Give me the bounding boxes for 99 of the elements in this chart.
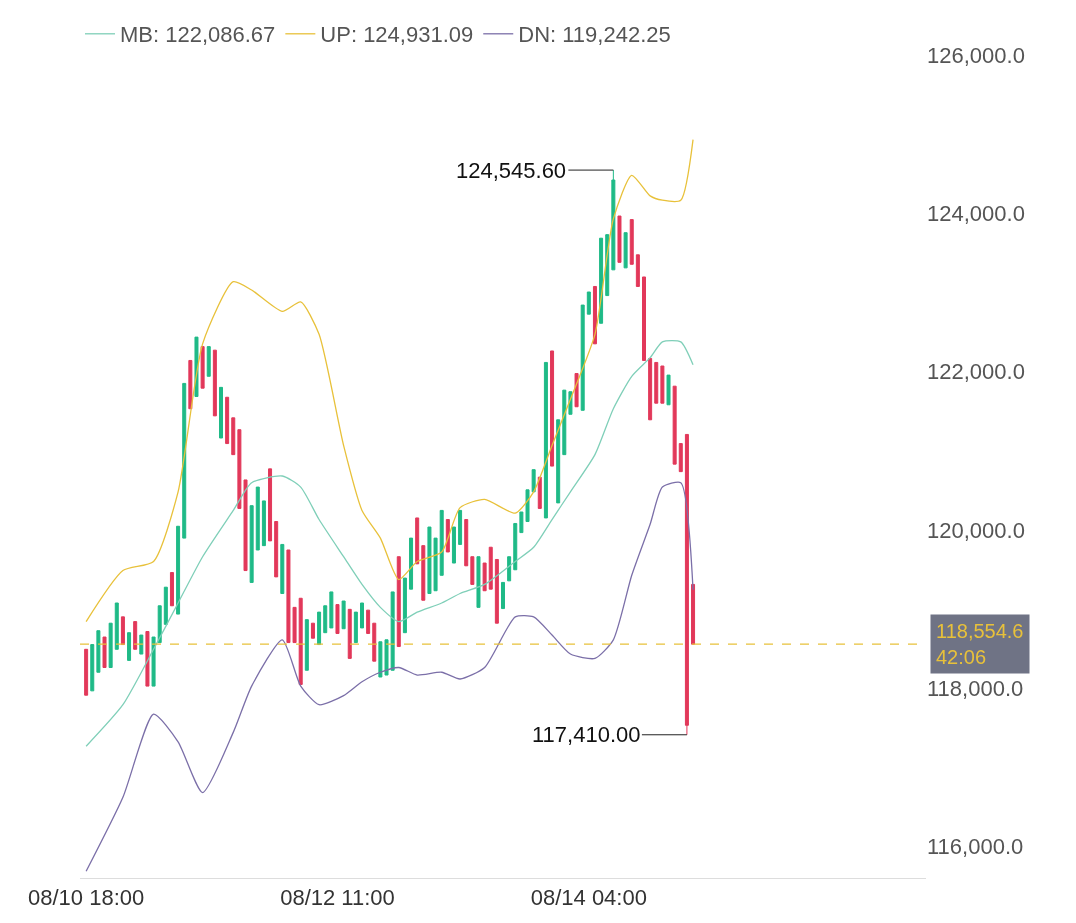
candlestick — [268, 468, 273, 542]
y-tick-label: 122,000.0 — [927, 359, 1025, 385]
candlestick — [623, 232, 628, 269]
y-tick-label: 124,000.0 — [927, 200, 1025, 226]
candlestick — [415, 517, 420, 565]
candlestick — [163, 586, 168, 625]
candlestick — [219, 386, 223, 439]
candlestick — [402, 577, 407, 634]
x-tick-label: 08/12 11:00 — [280, 885, 395, 911]
candlestick — [556, 419, 561, 504]
candlestick — [249, 505, 254, 583]
candlestick — [176, 525, 181, 615]
candlestick — [629, 219, 634, 265]
candlestick — [188, 359, 193, 410]
legend-label: DN: 119,242.25 — [518, 22, 671, 48]
y-tick-label: 118,000.0 — [927, 675, 1024, 701]
candlestick — [304, 619, 309, 671]
candlestick — [672, 385, 677, 465]
candlestick — [390, 591, 395, 671]
candlestick — [635, 254, 640, 287]
y-tick-label: 126,000.0 — [927, 42, 1025, 68]
candlestick — [439, 509, 444, 576]
candlestick — [255, 486, 260, 551]
candlestick — [562, 389, 567, 456]
candlestick — [200, 346, 205, 389]
candlestick — [133, 621, 138, 650]
annotation: 117,410.00 — [532, 722, 641, 747]
candlestick — [372, 622, 377, 662]
candlestick — [353, 611, 358, 644]
legend-label: MB: 122,086.67 — [120, 22, 276, 48]
candlestick — [120, 616, 125, 646]
candlestick — [580, 304, 585, 411]
candlestick — [231, 417, 236, 456]
candlestick — [182, 382, 187, 539]
candlestick — [108, 622, 113, 668]
candlestick — [274, 521, 279, 578]
x-tick-label: 08/14 04:00 — [530, 885, 647, 911]
candlestick — [642, 276, 646, 361]
candlestick — [513, 522, 518, 571]
candlestick — [317, 611, 322, 646]
legend-label: UP: 124,931.09 — [320, 22, 474, 48]
candlestick — [366, 609, 371, 634]
candlestick — [464, 519, 469, 567]
x-tick-label: 08/10 18:00 — [28, 885, 145, 911]
candlestick — [458, 509, 463, 545]
candlestick — [225, 396, 230, 445]
candlestick — [145, 631, 150, 687]
candlestick — [139, 634, 144, 655]
candlestick — [261, 500, 266, 547]
candlestick — [323, 605, 328, 634]
candlestick — [310, 622, 315, 639]
candlestick — [396, 556, 401, 648]
candlestick — [617, 215, 622, 263]
candlestick — [335, 604, 340, 634]
candlestick — [470, 556, 475, 585]
candlestick — [501, 581, 505, 610]
candlestick — [691, 583, 696, 645]
candlestick — [341, 600, 346, 630]
candlestick — [550, 350, 555, 467]
candlestick — [212, 349, 217, 417]
candlestick — [611, 169, 616, 271]
candlestick — [421, 545, 426, 601]
candlestick — [151, 636, 156, 687]
candlestick — [84, 648, 89, 696]
candlestick — [206, 346, 211, 377]
candlestick — [507, 556, 512, 582]
candlestick — [280, 543, 285, 595]
candlestick — [537, 476, 542, 509]
candlestick — [114, 602, 119, 650]
candlestick — [476, 556, 481, 608]
candlestick — [684, 433, 689, 736]
y-tick-label: 116,000.0 — [927, 834, 1024, 860]
candlestick — [660, 365, 665, 404]
candlestick — [169, 572, 174, 607]
candlestick — [298, 597, 303, 686]
candlestick — [360, 602, 364, 629]
candlestick — [654, 361, 659, 404]
candlestick — [451, 526, 456, 564]
candlestick — [329, 591, 334, 629]
candlestick — [127, 632, 132, 661]
candlestick — [409, 537, 414, 590]
annotation: 124,545.60 — [456, 158, 567, 183]
candlestick — [96, 630, 101, 673]
candlestick — [482, 562, 487, 592]
candlestick — [494, 558, 499, 624]
candlestick — [574, 373, 579, 408]
candlestick — [531, 469, 536, 493]
candlestick — [543, 361, 548, 519]
ref-line-label: 118,554.6 42:06 — [936, 620, 1024, 668]
candlestick — [157, 605, 162, 644]
y-tick-label: 120,000.0 — [927, 517, 1025, 543]
candlestick — [488, 546, 493, 590]
candlestick — [666, 374, 671, 406]
candlestick — [90, 644, 95, 692]
candlestick — [586, 291, 591, 315]
candlestick — [678, 443, 683, 473]
candlestick — [347, 608, 352, 659]
candlestick — [102, 636, 107, 668]
candlestick — [648, 357, 653, 421]
